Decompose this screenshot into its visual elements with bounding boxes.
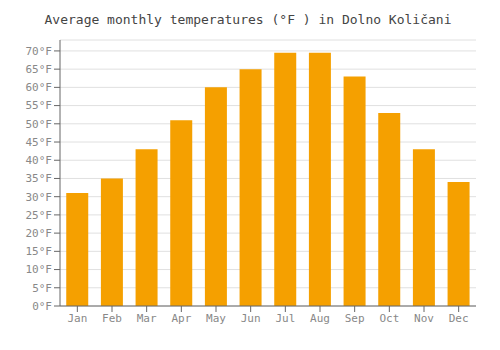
- svg-text:Apr: Apr: [171, 312, 191, 325]
- svg-text:Jul: Jul: [275, 312, 295, 325]
- html-text:Average monthly temperatures (: Average monthly temperatures (°F ) in Do…: [44, 12, 452, 27]
- svg-text:40°F: 40°F: [26, 154, 53, 167]
- svg-text:0°F: 0°F: [32, 300, 52, 313]
- svg-text:Jan: Jan: [67, 312, 87, 325]
- svg-text:65°F: 65°F: [26, 63, 53, 76]
- svg-text:25°F: 25°F: [26, 209, 53, 222]
- svg-text:35°F: 35°F: [26, 172, 53, 185]
- svg-text:Nov: Nov: [414, 312, 434, 325]
- svg-text:60°F: 60°F: [26, 81, 53, 94]
- svg-text:10°F: 10°F: [26, 263, 53, 276]
- svg-text:55°F: 55°F: [26, 99, 53, 112]
- svg-text:May: May: [206, 312, 226, 325]
- svg-text:30°F: 30°F: [26, 191, 53, 204]
- svg-text:Feb: Feb: [102, 312, 122, 325]
- svg-text:Jun: Jun: [241, 312, 261, 325]
- svg-text:Oct: Oct: [379, 312, 399, 325]
- svg-text:Aug: Aug: [310, 312, 330, 325]
- svg-text:Mar: Mar: [137, 312, 157, 325]
- svg-text:5°F: 5°F: [32, 282, 52, 295]
- svg-text:45°F: 45°F: [26, 136, 53, 149]
- svg-text:20°F: 20°F: [26, 227, 53, 240]
- svg-text:50°F: 50°F: [26, 118, 53, 131]
- svg-text:Dec: Dec: [449, 312, 469, 325]
- svg-text:15°F: 15°F: [26, 245, 53, 258]
- svg-text:70°F: 70°F: [26, 45, 53, 58]
- svg-text:Sep: Sep: [345, 312, 365, 325]
